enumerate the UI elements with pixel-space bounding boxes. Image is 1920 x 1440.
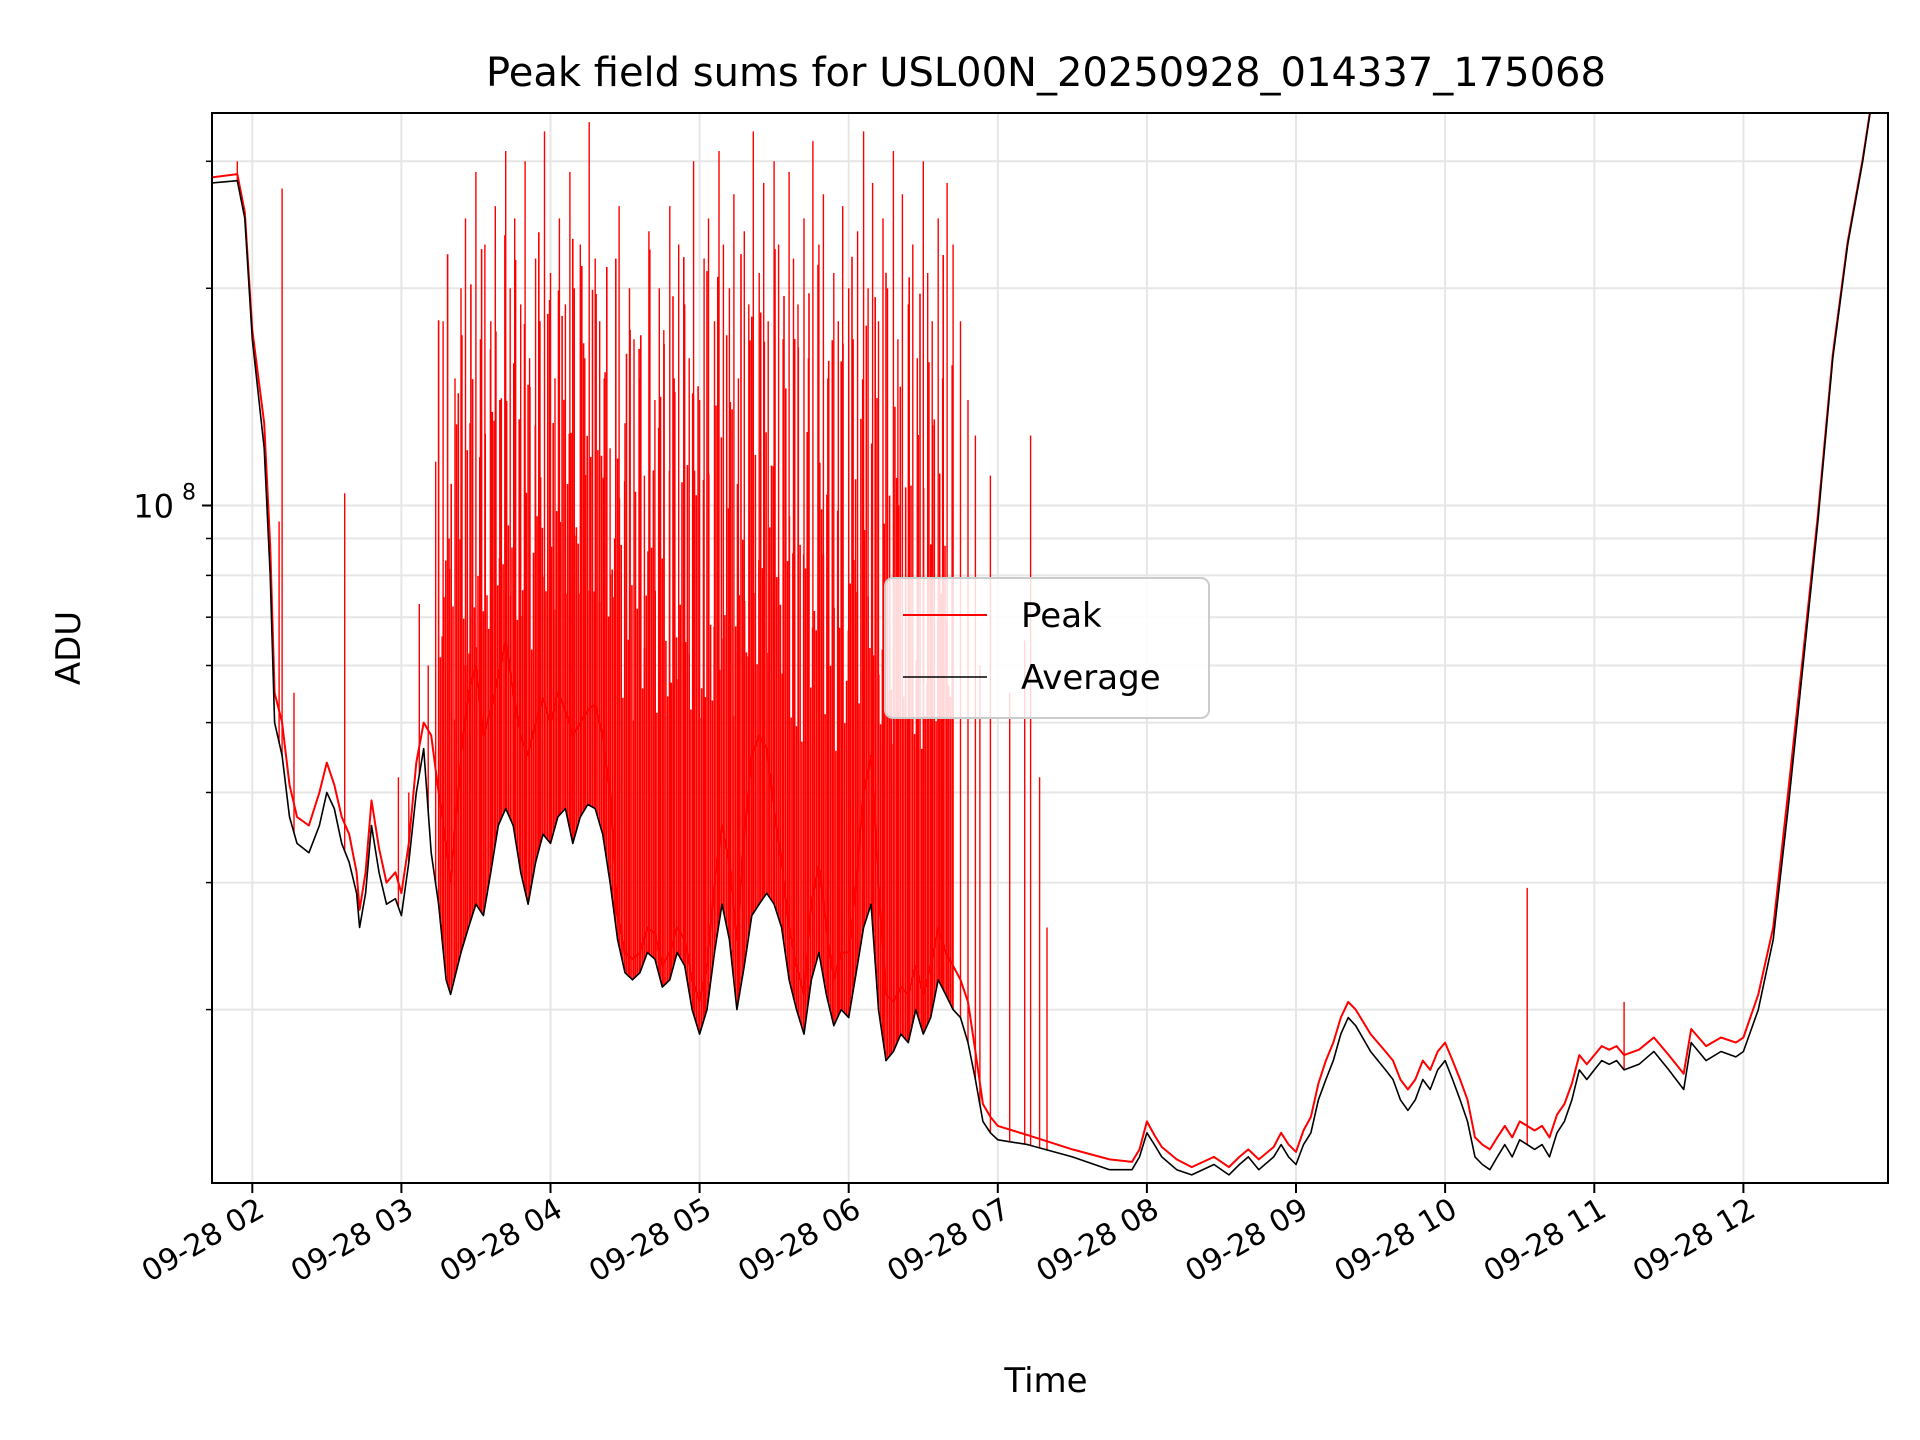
y-tick-label-exponent: 8 xyxy=(182,481,196,506)
series-average-line xyxy=(212,113,1871,1176)
y-axis-label: ADU xyxy=(49,611,89,685)
legend: Peak Average xyxy=(884,577,1210,719)
y-axis: 10 8 xyxy=(133,160,212,1011)
legend-box xyxy=(884,577,1210,719)
series-peak-line xyxy=(212,113,1871,1169)
legend-average-label: Average xyxy=(1021,658,1161,698)
x-axis-label: Time xyxy=(1003,1361,1087,1401)
legend-peak-label: Peak xyxy=(1021,596,1102,636)
y-tick-label: 10 xyxy=(133,488,174,526)
peak-spikes xyxy=(236,122,1625,1150)
plot-frame xyxy=(211,112,1889,1184)
chart-title: Peak field sums for USL00N_20250928_0143… xyxy=(486,50,1606,96)
